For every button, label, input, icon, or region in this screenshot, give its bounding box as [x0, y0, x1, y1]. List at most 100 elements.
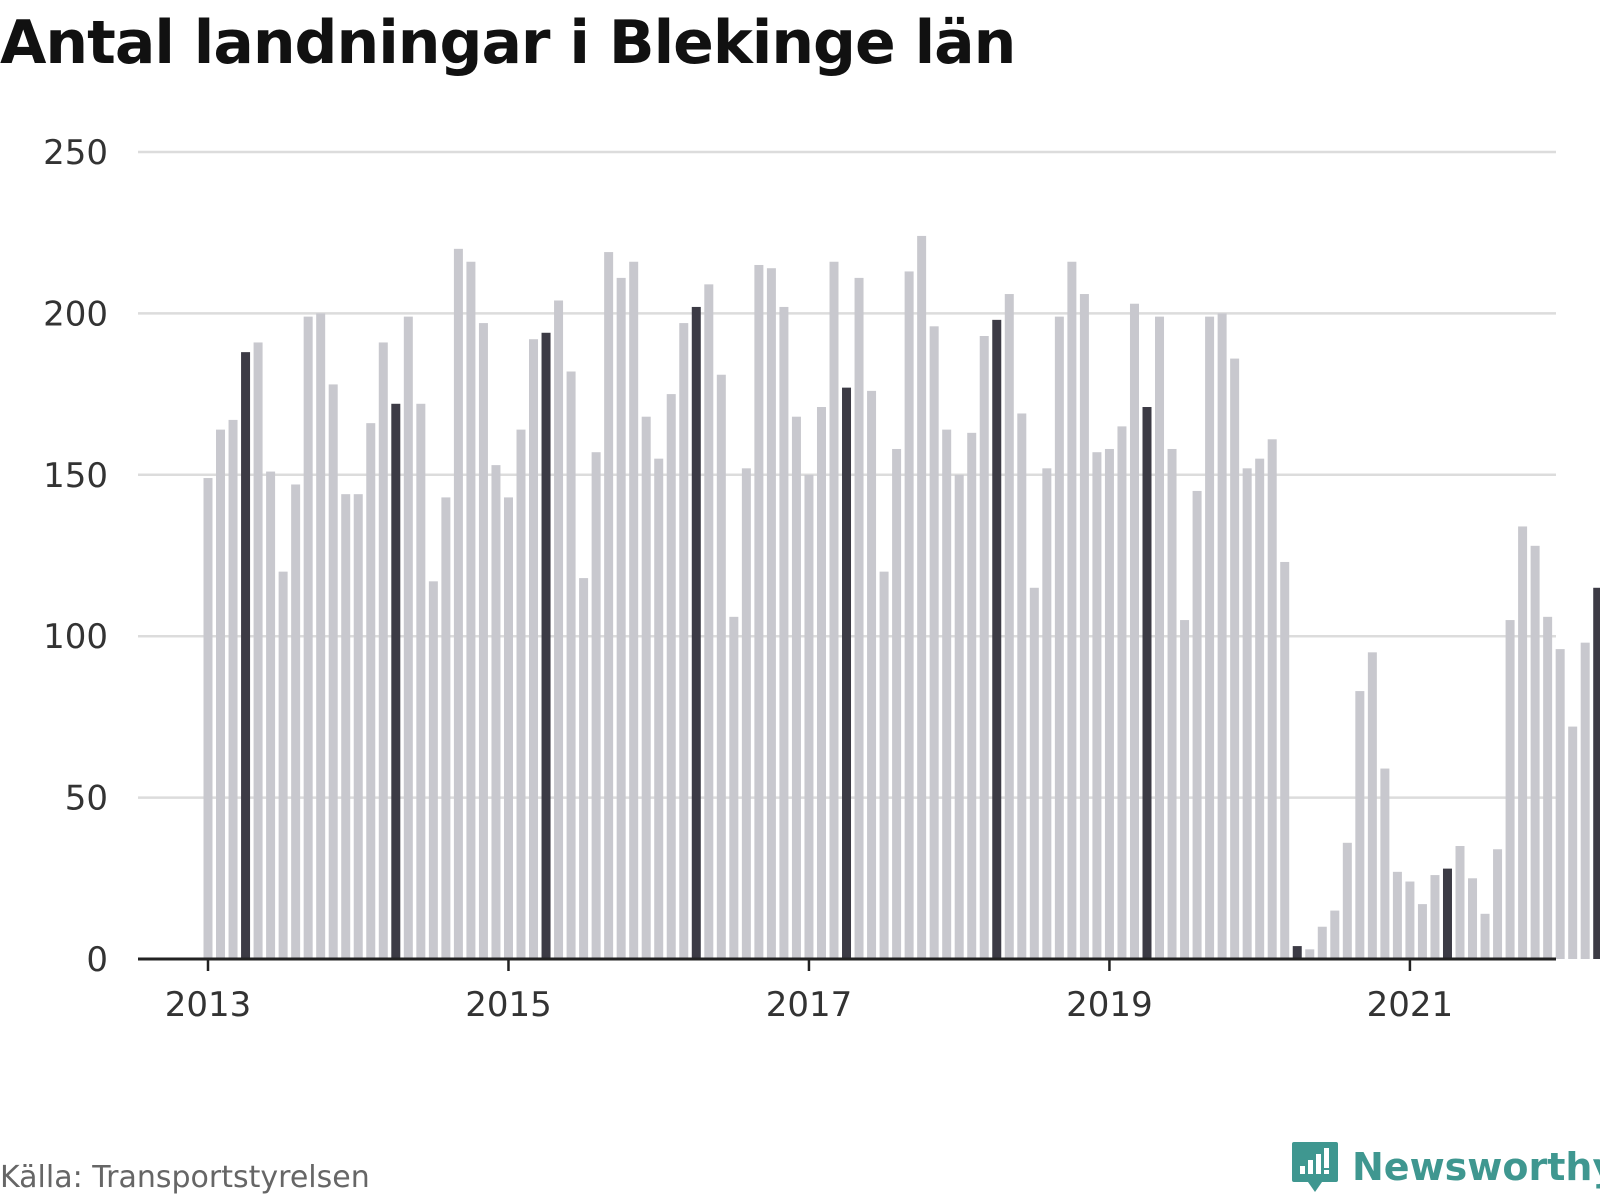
bar	[754, 264, 764, 960]
bar	[228, 419, 238, 959]
bar	[942, 429, 952, 959]
bar	[316, 313, 326, 959]
newsworthy-logo-icon	[1292, 1142, 1338, 1192]
bar	[416, 403, 426, 959]
source-label: Källa: Transportstyrelsen	[0, 1160, 370, 1195]
bar	[691, 306, 701, 959]
bar	[729, 616, 739, 959]
bar	[516, 429, 526, 959]
y-tick-label: 0	[86, 940, 108, 980]
bar	[1167, 448, 1177, 959]
bar	[804, 474, 814, 959]
bar	[1468, 878, 1478, 959]
bar	[1079, 294, 1089, 959]
bar	[353, 494, 363, 959]
x-tick-label: 2021	[1367, 985, 1454, 1025]
bar	[1129, 303, 1139, 960]
bar	[253, 342, 263, 959]
bar	[854, 277, 864, 959]
bar	[867, 390, 877, 959]
bar	[1455, 846, 1465, 959]
bar	[992, 319, 1002, 959]
bar	[1142, 407, 1152, 959]
bar	[1280, 561, 1290, 959]
bar	[566, 371, 576, 959]
x-tick-label: 2019	[1066, 985, 1153, 1025]
bar	[816, 407, 826, 959]
bar	[1330, 910, 1340, 959]
bar	[604, 252, 614, 959]
bar	[1530, 545, 1540, 959]
bar	[1192, 490, 1202, 959]
bar	[654, 458, 664, 959]
bar	[967, 432, 977, 960]
bar	[391, 403, 401, 959]
bar	[704, 284, 714, 960]
y-tick-label: 200	[43, 294, 108, 334]
bar	[679, 323, 689, 960]
bar	[1505, 620, 1515, 959]
bar	[453, 248, 463, 960]
bar	[892, 448, 902, 959]
x-tick-label: 2017	[766, 985, 853, 1025]
bar	[1342, 842, 1352, 959]
bar	[741, 468, 751, 959]
bar	[1017, 413, 1027, 960]
bar	[929, 326, 939, 959]
bar	[1593, 587, 1600, 959]
bar	[1355, 691, 1365, 959]
bar	[529, 339, 539, 960]
bar	[216, 429, 226, 959]
bar	[554, 300, 564, 959]
y-axis-ticks: 0 50 100 150 200 250	[43, 133, 108, 980]
bar	[1117, 426, 1127, 959]
bar	[791, 416, 801, 959]
bar	[428, 581, 438, 959]
brand-name: Newsworthy	[1352, 1145, 1600, 1189]
bar	[1430, 875, 1440, 959]
y-tick-label: 150	[43, 456, 108, 496]
bar	[1042, 468, 1052, 959]
bar	[979, 336, 989, 959]
bar	[1255, 458, 1265, 959]
bar	[579, 578, 589, 959]
bar	[1392, 871, 1402, 959]
bar	[441, 497, 451, 959]
bar	[1493, 849, 1503, 959]
bar	[203, 478, 213, 959]
bar	[1242, 468, 1252, 959]
bars	[203, 235, 1600, 960]
bar	[1367, 652, 1377, 959]
bar	[278, 571, 288, 959]
bar	[716, 374, 726, 960]
bar	[954, 474, 964, 959]
bar	[291, 484, 301, 959]
bar	[1029, 587, 1039, 959]
bar	[1067, 261, 1077, 959]
chart-title: Antal landningar i Blekinge län	[0, 8, 1016, 78]
bar	[591, 452, 601, 959]
x-tick-label: 2015	[465, 985, 552, 1025]
bar	[1155, 316, 1165, 959]
y-tick-label: 250	[43, 133, 108, 173]
bar	[1292, 946, 1302, 959]
bar	[1267, 439, 1277, 959]
bar	[328, 384, 338, 959]
y-tick-label: 50	[65, 779, 108, 819]
bar	[779, 306, 789, 959]
bar	[403, 316, 413, 959]
bar	[1518, 526, 1528, 959]
bar	[829, 261, 839, 959]
bar	[766, 268, 776, 960]
bar	[1317, 926, 1327, 959]
bar	[1305, 949, 1315, 959]
bar	[1580, 642, 1590, 959]
bar	[1205, 316, 1215, 959]
x-tick-label: 2013	[165, 985, 252, 1025]
bar	[478, 323, 488, 960]
bar	[1054, 316, 1064, 959]
bar	[641, 416, 651, 959]
bar	[1004, 294, 1014, 959]
bar	[378, 342, 388, 959]
